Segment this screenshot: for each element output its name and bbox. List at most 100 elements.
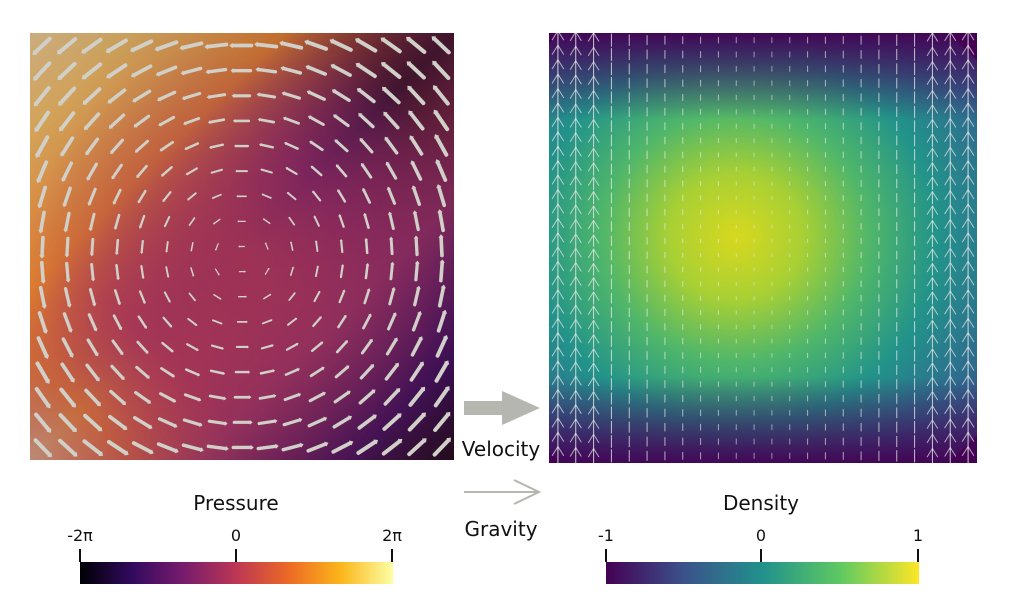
- gravity-vector-head: [926, 447, 939, 458]
- gravity-vector-head: [569, 403, 582, 415]
- velocity-vector: [282, 418, 302, 427]
- gravity-vector-head: [944, 33, 957, 42]
- velocity-vector-head: [309, 140, 313, 144]
- gravity-vector-head: [944, 204, 957, 215]
- velocity-vector-head: [192, 274, 195, 277]
- velocity-vector-head: [137, 200, 141, 204]
- velocity-vector-head: [445, 411, 451, 417]
- gravity-vector-head: [944, 175, 957, 186]
- velocity-vector-head: [304, 39, 309, 46]
- velocity-vector: [407, 438, 426, 457]
- velocity-vector: [363, 213, 370, 229]
- velocity-vector: [214, 268, 220, 275]
- velocity-vector-head: [410, 160, 416, 165]
- velocity-vector-head: [130, 72, 136, 78]
- velocity-vector: [264, 268, 270, 275]
- gravity-vector-head: [569, 247, 582, 258]
- velocity-vector-head: [324, 441, 329, 447]
- velocity-vector: [182, 418, 202, 427]
- velocity-vector-head: [187, 198, 190, 201]
- velocity-vector: [384, 363, 399, 381]
- velocity-vector-head: [355, 62, 361, 68]
- gravity-vector-head: [587, 89, 600, 100]
- velocity-vector: [290, 267, 294, 277]
- velocity-vector: [187, 317, 197, 326]
- gravity-vector-head: [944, 375, 957, 386]
- velocity-vector-head: [314, 240, 318, 243]
- velocity-vector-head: [199, 422, 203, 427]
- pressure-tick-mark-max: [391, 549, 393, 562]
- gravity-vector-head: [926, 132, 939, 143]
- velocity-vector-head: [438, 234, 444, 238]
- gravity-vector-head: [551, 274, 565, 286]
- velocity-vector-head: [338, 214, 342, 217]
- velocity-vector-head: [105, 48, 111, 54]
- velocity-vector-head: [272, 368, 276, 373]
- gravity-vector-head: [944, 45, 957, 56]
- velocity-vector-head: [61, 177, 66, 182]
- velocity-vector-head: [356, 88, 362, 93]
- velocity-vector: [35, 361, 50, 383]
- gravity-vector-head: [944, 232, 957, 244]
- velocity-vector-head: [368, 313, 372, 317]
- velocity-vector-head: [154, 46, 159, 52]
- gravity-vector-head: [961, 130, 975, 142]
- gravity-vector-head: [926, 33, 939, 42]
- velocity-vector: [90, 237, 95, 256]
- velocity-vector: [432, 36, 451, 55]
- gravity-vector-head: [944, 88, 957, 99]
- gravity-vector-head: [926, 433, 939, 444]
- gravity-vector-head: [961, 73, 975, 84]
- velocity-vector-head: [281, 91, 286, 96]
- gravity-vector-head: [926, 118, 939, 129]
- velocity-vector-head: [390, 261, 395, 265]
- velocity-vector: [439, 235, 444, 258]
- velocity-vector-head: [387, 211, 393, 215]
- velocity-vector: [261, 168, 273, 174]
- velocity-vector-head: [234, 144, 237, 148]
- velocity-vector-head: [207, 120, 211, 125]
- velocity-vector: [435, 336, 448, 358]
- velocity-vector: [133, 89, 152, 103]
- gravity-vector-head: [961, 303, 975, 314]
- velocity-vector-head: [416, 285, 421, 290]
- velocity-vector-head: [330, 63, 335, 69]
- velocity-vector: [61, 161, 74, 181]
- velocity-vector-head: [72, 427, 77, 433]
- velocity-vector-head: [348, 440, 354, 446]
- velocity-vector-head: [420, 386, 426, 392]
- velocity-vector-head: [319, 316, 322, 319]
- velocity-vector: [132, 416, 152, 429]
- velocity-vector-head: [246, 320, 248, 324]
- velocity-vector-head: [85, 151, 90, 156]
- velocity-vector: [82, 37, 103, 54]
- velocity-vector-head: [113, 227, 118, 230]
- velocity-vector-head: [35, 153, 41, 158]
- velocity-vector-head: [264, 242, 268, 245]
- velocity-vector-head: [166, 275, 170, 278]
- velocity-vector-head: [385, 161, 390, 166]
- velocity-vector: [256, 67, 278, 74]
- velocity-vector-head: [299, 442, 304, 448]
- velocity-vector: [338, 214, 345, 228]
- velocity-vector-head: [118, 327, 123, 331]
- velocity-vector: [408, 111, 425, 131]
- velocity-vector: [383, 112, 400, 130]
- velocity-vector: [206, 67, 228, 74]
- gravity-vector-head: [944, 146, 957, 157]
- velocity-vector: [314, 266, 319, 278]
- velocity-vector-head: [249, 419, 253, 425]
- velocity-vector-head: [212, 222, 215, 225]
- gravity-vector-head: [961, 374, 975, 385]
- velocity-vector: [308, 392, 326, 403]
- gravity-vector-head: [926, 104, 939, 114]
- gravity-vector-head: [587, 433, 600, 444]
- gravity-vector-head: [944, 189, 957, 200]
- velocity-vector: [33, 438, 52, 457]
- velocity-vector: [406, 37, 427, 54]
- velocity-vector: [184, 368, 200, 376]
- velocity-vector: [158, 392, 176, 403]
- velocity-vector-head: [262, 218, 265, 221]
- gravity-vector-head: [926, 219, 939, 230]
- velocity-vector: [113, 289, 121, 305]
